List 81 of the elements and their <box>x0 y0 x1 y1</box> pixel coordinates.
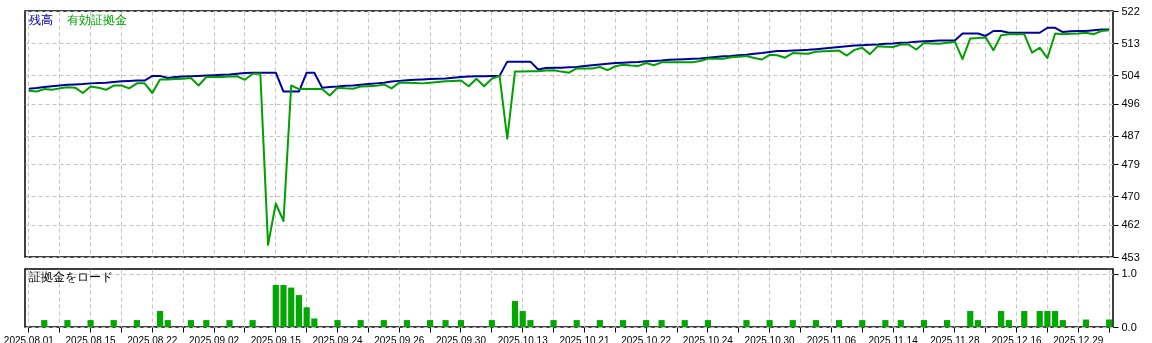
x-tick-label: 2025.10.21 <box>559 334 610 343</box>
bar <box>1021 311 1028 327</box>
x-tick-label: 2025.10.30 <box>744 334 796 343</box>
x-tick-label: 2025.08.15 <box>65 334 117 343</box>
bar <box>41 320 48 327</box>
x-tick-label: 2025.09.24 <box>312 334 363 343</box>
x-tick-label: 2025.12.29 <box>1053 334 1104 343</box>
bar <box>156 311 164 327</box>
bar <box>488 320 495 327</box>
text: 残高 <box>29 13 53 27</box>
bar <box>789 320 796 327</box>
bar <box>1059 320 1066 327</box>
y-tick-label: 487 <box>1121 129 1140 142</box>
x-tick-label: 2025.11.06 <box>806 334 857 343</box>
bar <box>766 320 773 327</box>
bar <box>859 320 866 327</box>
x-tick-label: 2025.11.28 <box>930 334 980 343</box>
x-tick-label: 2025.09.26 <box>374 334 425 343</box>
bar <box>944 320 951 327</box>
y-tick-label: 1.0 <box>1121 267 1137 280</box>
bar <box>882 320 889 327</box>
bar <box>596 320 603 327</box>
y-tick-label: 0.0 <box>1121 320 1137 333</box>
bar <box>295 295 303 327</box>
y-tick-label: 470 <box>1121 189 1140 202</box>
bar <box>658 320 665 327</box>
x-tick-label: 2025.09.30 <box>435 334 487 343</box>
bar <box>743 320 750 327</box>
bar <box>427 320 434 327</box>
y-tick-label: 462 <box>1121 218 1140 231</box>
bar <box>511 300 519 327</box>
bar <box>998 311 1005 327</box>
bar <box>1052 311 1059 327</box>
x-tick-label: 2025.08.22 <box>127 334 178 343</box>
bar <box>974 320 982 327</box>
bar <box>133 320 140 327</box>
line-series <box>27 29 1111 246</box>
bar <box>812 320 820 327</box>
bar <box>1106 319 1113 327</box>
bar <box>334 320 341 327</box>
bar <box>226 320 233 327</box>
y-tick-label: 522 <box>1121 4 1140 17</box>
bar <box>619 320 627 327</box>
bar <box>187 320 194 327</box>
bar <box>1005 320 1012 327</box>
bar <box>681 320 688 327</box>
x-tick-label: 2025.10.22 <box>621 334 672 343</box>
bar <box>704 320 711 327</box>
bar <box>380 320 387 327</box>
bar <box>573 320 580 327</box>
bar <box>87 320 94 327</box>
bar <box>64 320 71 327</box>
y-tick-label: 504 <box>1121 68 1140 81</box>
bar <box>967 311 974 327</box>
bar <box>920 320 928 327</box>
x-tick-label: 2025.09.15 <box>250 334 302 343</box>
y-tick-label: 479 <box>1121 157 1140 170</box>
bar <box>457 320 465 327</box>
text: 有効証拠金 <box>67 13 127 27</box>
bar <box>110 320 117 327</box>
x-tick-label: 2025.10.13 <box>497 334 549 343</box>
bar <box>403 320 411 327</box>
bar <box>897 320 904 327</box>
chart-title: 証拠金をロード <box>29 270 113 284</box>
bar <box>550 320 557 327</box>
y-tick-label: 496 <box>1121 97 1140 110</box>
x-tick-label: 2025.10.24 <box>682 334 734 343</box>
bar <box>203 320 210 327</box>
bar <box>357 320 364 327</box>
x-tick-label: 2025.11.14 <box>868 334 919 343</box>
bar <box>442 320 449 327</box>
y-tick-label: 513 <box>1121 36 1140 49</box>
bar <box>1082 319 1090 327</box>
x-tick-label: 2025.12.16 <box>991 334 1042 343</box>
x-tick-label: 2025.09.02 <box>189 334 240 343</box>
bar <box>164 320 171 327</box>
bar <box>643 320 650 327</box>
y-tick-label: 453 <box>1121 250 1140 263</box>
bar <box>835 320 843 327</box>
bar <box>249 320 256 327</box>
x-tick-label: 2025.08.01 <box>3 334 55 343</box>
